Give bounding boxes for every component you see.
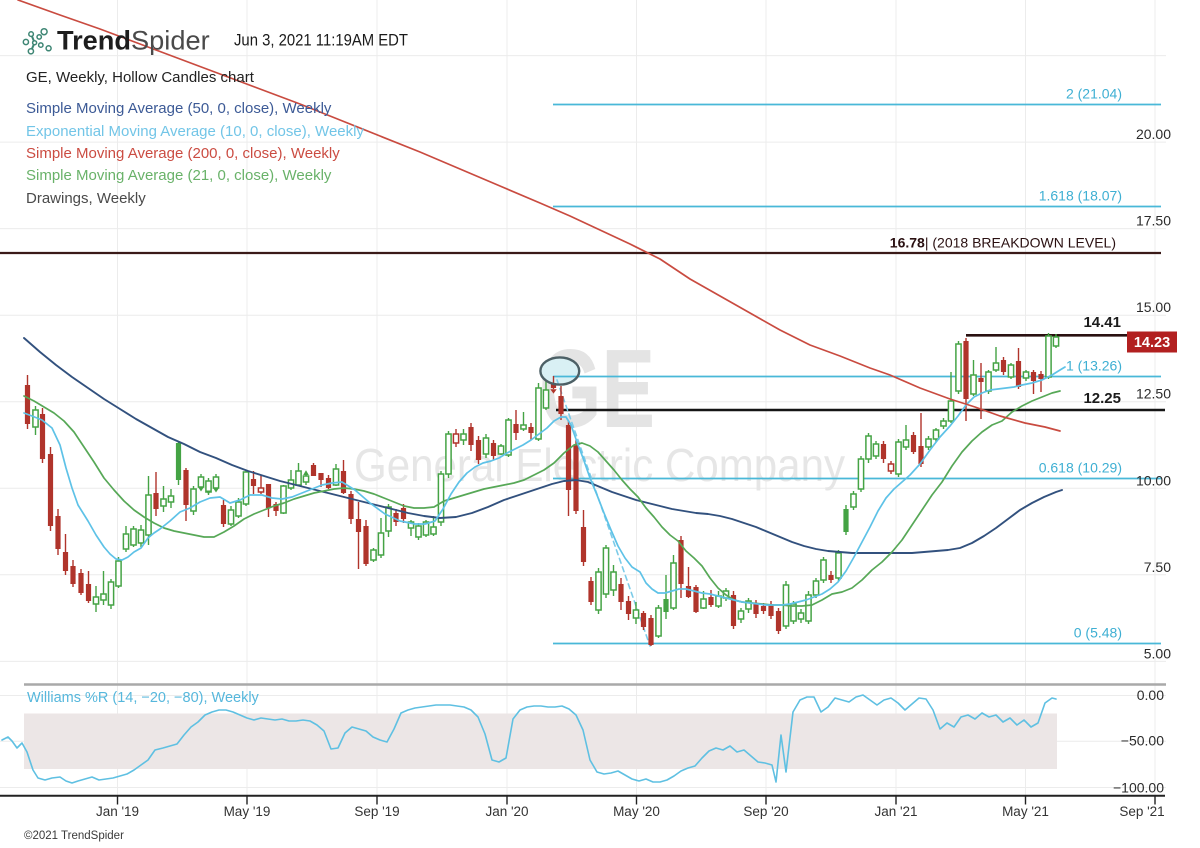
svg-text:Jan '21: Jan '21 — [874, 804, 917, 819]
svg-text:Sep '21: Sep '21 — [1119, 804, 1164, 819]
svg-text:Exponential Moving Average (10: Exponential Moving Average (10, 0, close… — [26, 123, 364, 140]
svg-text:Drawings, Weekly: Drawings, Weekly — [26, 190, 146, 207]
svg-text:1.618 (18.07): 1.618 (18.07) — [1039, 188, 1122, 204]
svg-text:GE, Weekly, Hollow Candles cha: GE, Weekly, Hollow Candles chart — [26, 69, 255, 86]
svg-text:12.50: 12.50 — [1136, 386, 1171, 402]
svg-text:0.00: 0.00 — [1137, 687, 1164, 703]
svg-text:May '21: May '21 — [1002, 804, 1049, 819]
svg-text:7.50: 7.50 — [1144, 559, 1171, 575]
svg-text:Jan '19: Jan '19 — [96, 804, 139, 819]
svg-text:16.78| (2018 BREAKDOWN LEVEL): 16.78| (2018 BREAKDOWN LEVEL) — [890, 235, 1116, 251]
svg-text:GE: GE — [539, 327, 655, 451]
svg-text:Sep '19: Sep '19 — [354, 804, 399, 819]
svg-text:Jun 3, 2021 11:19AM EDT: Jun 3, 2021 11:19AM EDT — [234, 32, 408, 50]
svg-text:1 (13.26): 1 (13.26) — [1066, 358, 1122, 374]
svg-text:−100.00: −100.00 — [1113, 780, 1164, 796]
svg-text:Williams %R (14, −20, −80), We: Williams %R (14, −20, −80), Weekly — [27, 690, 260, 706]
svg-text:2 (21.04): 2 (21.04) — [1066, 86, 1122, 102]
svg-text:Jan '20: Jan '20 — [485, 804, 528, 819]
svg-text:0.618 (10.29): 0.618 (10.29) — [1039, 460, 1122, 476]
svg-text:10.00: 10.00 — [1136, 472, 1171, 488]
svg-text:17.50: 17.50 — [1136, 213, 1171, 229]
svg-text:5.00: 5.00 — [1144, 645, 1171, 661]
svg-text:General Electric Company: General Electric Company — [354, 439, 845, 491]
svg-text:Simple Moving Average (21, 0,: Simple Moving Average (21, 0, close), We… — [26, 167, 332, 184]
svg-text:Simple Moving Average (200, 0,: Simple Moving Average (200, 0, close), W… — [26, 145, 340, 162]
svg-text:14.23: 14.23 — [1134, 335, 1170, 351]
svg-text:−50.00: −50.00 — [1121, 733, 1164, 749]
svg-text:15.00: 15.00 — [1136, 299, 1171, 315]
svg-text:0 (5.48): 0 (5.48) — [1074, 625, 1122, 641]
svg-text:Sep '20: Sep '20 — [743, 804, 788, 819]
svg-text:©2021 TrendSpider: ©2021 TrendSpider — [24, 830, 124, 842]
svg-text:May '20: May '20 — [613, 804, 660, 819]
svg-text:TrendSpider: TrendSpider — [57, 25, 210, 56]
svg-text:20.00: 20.00 — [1136, 126, 1171, 142]
svg-text:14.41: 14.41 — [1083, 314, 1121, 331]
svg-text:12.25: 12.25 — [1083, 390, 1121, 407]
svg-text:May '19: May '19 — [224, 804, 271, 819]
svg-text:Simple Moving Average (50, 0,: Simple Moving Average (50, 0, close), We… — [26, 100, 332, 117]
